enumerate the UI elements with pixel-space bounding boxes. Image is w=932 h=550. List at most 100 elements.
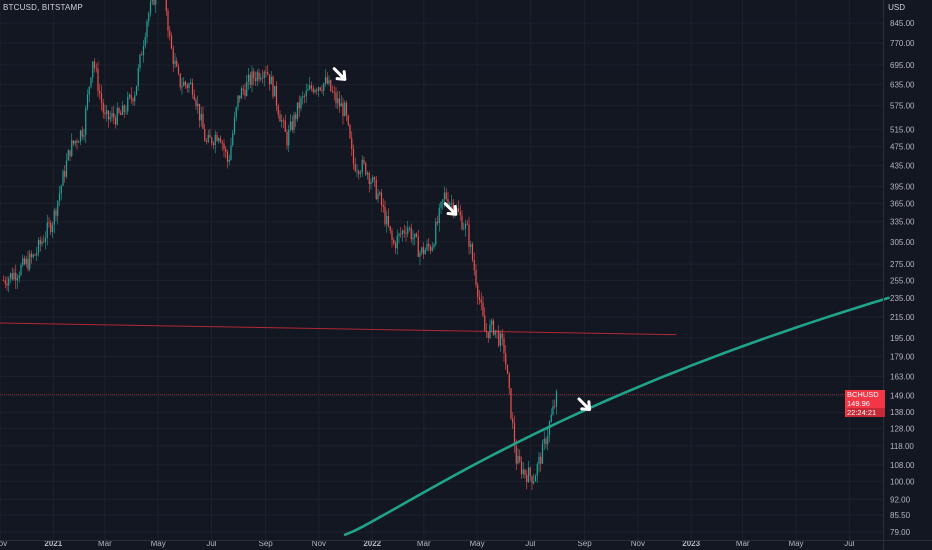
candle-body (39, 240, 41, 245)
candle-body (244, 89, 246, 96)
candle-body (20, 265, 22, 276)
candle (15, 264, 17, 289)
candle (326, 71, 328, 85)
candle-body (261, 77, 264, 79)
candle-body (188, 83, 190, 88)
candle (533, 473, 535, 485)
candle (417, 229, 419, 258)
candle (431, 242, 433, 252)
down-arrow-icon[interactable] (331, 65, 349, 83)
candle-body (141, 54, 143, 56)
candle-body (464, 223, 467, 229)
candle-body (477, 284, 479, 298)
candle-body (275, 85, 278, 106)
price-tick-label: 475.00 (890, 143, 915, 152)
price-tick-label: 195.00 (890, 334, 915, 343)
candle-body (102, 102, 104, 113)
candle-body (106, 110, 108, 115)
support-curve[interactable] (343, 296, 890, 536)
time-axis[interactable]: Nov 2021 Mar May Jul Sep Nov 2022 Mar May Jul Sep No… (0, 539, 932, 548)
candle (527, 460, 530, 483)
candle-body (253, 71, 255, 79)
candle (489, 319, 491, 340)
candle (233, 111, 236, 136)
candle (470, 240, 472, 254)
candle (380, 188, 383, 213)
candle-body (366, 173, 369, 175)
candle (190, 78, 192, 85)
candle-body (97, 68, 99, 92)
candle (198, 103, 201, 128)
candle-body (491, 320, 493, 325)
candle-body (426, 243, 428, 250)
candle (351, 131, 353, 157)
candle (95, 63, 97, 73)
candle (88, 86, 90, 103)
candle-body (242, 88, 244, 90)
candle-body (401, 230, 404, 235)
candle (30, 250, 33, 264)
candle-body (526, 475, 528, 483)
candle-body (100, 93, 103, 103)
candle-body (6, 283, 8, 286)
candle-body (36, 252, 38, 256)
price-tick-label: 695.00 (890, 61, 915, 70)
candle-body (351, 138, 353, 150)
candle-body (492, 320, 495, 335)
candle-body (30, 253, 33, 257)
candle-body (274, 85, 276, 97)
horizontal-line[interactable] (0, 322, 677, 336)
candle (37, 237, 40, 257)
candle-body (282, 120, 285, 121)
candle-body (15, 272, 17, 281)
candle-body (27, 258, 29, 270)
candle-body (519, 456, 521, 462)
candle (36, 246, 38, 262)
candle (90, 77, 92, 89)
candle (141, 51, 143, 56)
candle-body (415, 233, 418, 237)
candle (135, 85, 138, 96)
candle-body (67, 150, 69, 161)
candle-body (72, 140, 75, 144)
time-tick-label: Sep (577, 539, 592, 548)
candle-body (235, 107, 237, 118)
candle-body (524, 469, 526, 476)
candle (11, 267, 13, 281)
down-arrow-icon[interactable] (442, 200, 460, 218)
candle-body (225, 149, 227, 152)
candle (57, 200, 59, 225)
candle-body (123, 105, 125, 113)
candle (464, 219, 467, 237)
candle (372, 175, 374, 184)
candle-body (354, 163, 356, 172)
candle-body (221, 142, 223, 144)
candle (471, 242, 474, 262)
support-curve-line[interactable] (343, 296, 890, 536)
candle (132, 97, 134, 106)
candle-body (333, 91, 335, 93)
candle (394, 240, 397, 254)
candle-body (207, 134, 209, 142)
time-tick-label: 2023 (682, 539, 700, 548)
candle-body (113, 113, 115, 119)
candle-body (74, 140, 76, 144)
candle-body (111, 113, 113, 117)
down-arrow-icon[interactable] (575, 395, 593, 413)
candle (478, 290, 481, 305)
candle (513, 415, 516, 453)
candle-body (503, 338, 505, 354)
candle (267, 65, 269, 76)
candle-body (57, 200, 59, 216)
annotation-arrows[interactable] (331, 65, 593, 413)
candle-body (223, 143, 225, 150)
candle (389, 226, 391, 234)
candle-body (359, 172, 362, 175)
candle-body (487, 332, 489, 338)
horizontal-resistance-line[interactable] (0, 322, 883, 395)
candle-body (228, 159, 230, 162)
price-axis[interactable]: 845.00 770.00 695.00 635.00 575.00 515.00 475.… (883, 0, 916, 550)
candle (435, 217, 437, 247)
candle-body (44, 237, 47, 242)
